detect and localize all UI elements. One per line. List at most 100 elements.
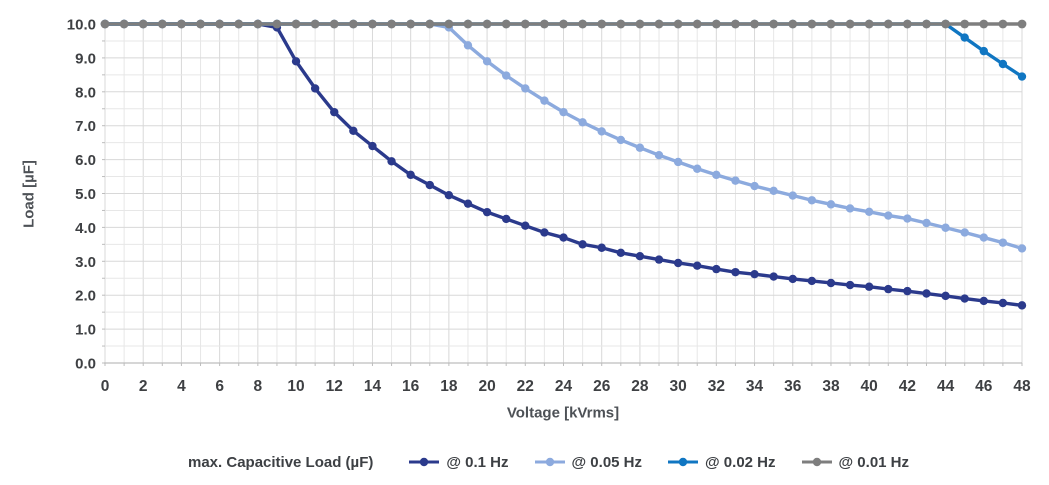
x-tick-label: 20 [478,378,495,395]
data-point-marker [902,19,912,29]
x-tick-label: 14 [364,378,382,395]
data-point-marker [597,19,607,29]
y-tick-label: 10.0 [67,17,96,34]
x-axis-title: Voltage [kVrms] [506,404,620,422]
x-axis-tick-labels: 0 2 4 6 8 10 12 14 16 18 20 22 24 26 28 30 32 34 36 38 40 42 4… [101,378,1031,395]
data-point-marker [1017,301,1027,310]
data-point-marker [654,150,664,160]
legend-line-marker-icon [409,457,440,467]
chart-plot-area: 0.01.02.03.04.05.06.07.08.09.010.00 2 4 6 8 1… [67,17,1031,396]
x-tick-label: 16 [402,378,420,395]
data-point-marker [444,190,454,200]
data-point-marker [291,19,301,29]
data-point-marker [807,276,817,286]
data-point-marker [100,19,110,29]
data-point-marker [712,264,721,274]
data-point-marker [559,233,568,242]
data-point-marker [788,274,797,284]
data-point-marker [425,180,434,190]
data-point-marker [654,255,664,264]
data-point-marker [941,291,950,301]
data-point-marker [845,204,855,213]
legend-item-0.01-hz: @ 0.01 Hz [801,454,909,471]
data-point-marker [119,19,129,29]
x-tick-label: 0 [101,378,110,395]
data-point-marker [903,214,912,223]
data-point-marker [559,19,568,29]
data-point-marker [215,19,225,29]
data-point-marker [177,19,186,29]
data-point-marker [750,269,759,279]
data-point-marker [750,19,759,29]
data-point-marker [693,261,702,270]
x-tick-label: 4 [177,378,186,395]
grid [104,23,1023,364]
x-tick-label: 40 [861,378,878,395]
data-point-marker [482,207,492,217]
y-tick-label: 7.0 [75,118,96,135]
data-point-marker [941,19,950,29]
x-tick-label: 34 [746,378,764,395]
x-tick-label: 8 [254,378,263,395]
data-point-marker [387,157,396,166]
x-tick-label: 30 [670,378,687,395]
data-point-marker [635,252,645,261]
data-point-marker [922,19,931,29]
data-point-marker [406,19,416,29]
data-point-marker [444,19,454,29]
data-point-marker [883,19,893,29]
data-point-marker [673,258,683,268]
data-point-marker [501,71,511,80]
data-point-marker [960,228,969,237]
data-point-marker [330,107,339,117]
x-tick-label: 24 [555,378,573,395]
data-point-marker [616,135,626,145]
y-tick-label: 8.0 [75,84,96,101]
data-point-marker [979,233,988,242]
data-point-marker [406,170,415,180]
data-point-marker [597,243,606,252]
x-tick-label: 42 [899,378,916,395]
data-point-marker [979,46,988,56]
data-point-marker [578,118,587,127]
data-point-marker [482,19,492,29]
legend: max. Capacitive Load (µF) @ 0.1 Hz @ 0.05… [188,448,909,476]
data-point-marker [253,19,263,29]
data-point-marker [979,296,988,306]
y-tick-label: 3.0 [75,254,96,271]
data-point-marker [903,286,912,296]
y-tick-label: 9.0 [75,50,96,67]
x-tick-label: 46 [975,378,993,395]
data-point-marker [387,19,396,29]
y-axis-tick-labels: 0.0 1.0 2.0 3.0 4.0 5.0 6.0 7.0 8.0 9.0 10.0 [67,17,96,373]
data-point-marker [578,19,588,29]
data-point-marker [922,289,931,298]
data-point-marker [692,19,702,29]
data-point-marker [310,84,320,93]
data-point-marker [788,191,797,200]
data-point-marker [348,19,358,29]
data-point-marker [998,238,1008,247]
data-point-marker [349,126,358,135]
data-point-marker [998,19,1008,29]
data-point-marker [310,19,320,29]
data-point-marker [673,157,683,167]
data-point-marker [884,211,893,220]
data-point-marker [864,282,874,291]
x-tick-label: 38 [822,378,840,395]
data-point-marker [1017,244,1027,253]
data-point-marker [234,19,244,29]
y-tick-label: 1.0 [75,322,96,339]
y-tick-label: 4.0 [75,220,96,237]
data-point-marker [731,267,740,277]
data-point-marker [673,19,683,29]
data-point-marker [998,59,1008,69]
data-point-marker [463,41,473,50]
legend-item-label: @ 0.1 Hz [446,453,509,471]
legend-item-0.1-hz: @ 0.1 Hz [409,453,509,471]
data-point-marker [540,96,549,105]
data-point-marker [521,221,530,230]
y-axis-title: Load [µF] [20,160,38,228]
x-tick-label: 48 [1013,378,1031,395]
series-0.01-hz [100,19,1027,29]
